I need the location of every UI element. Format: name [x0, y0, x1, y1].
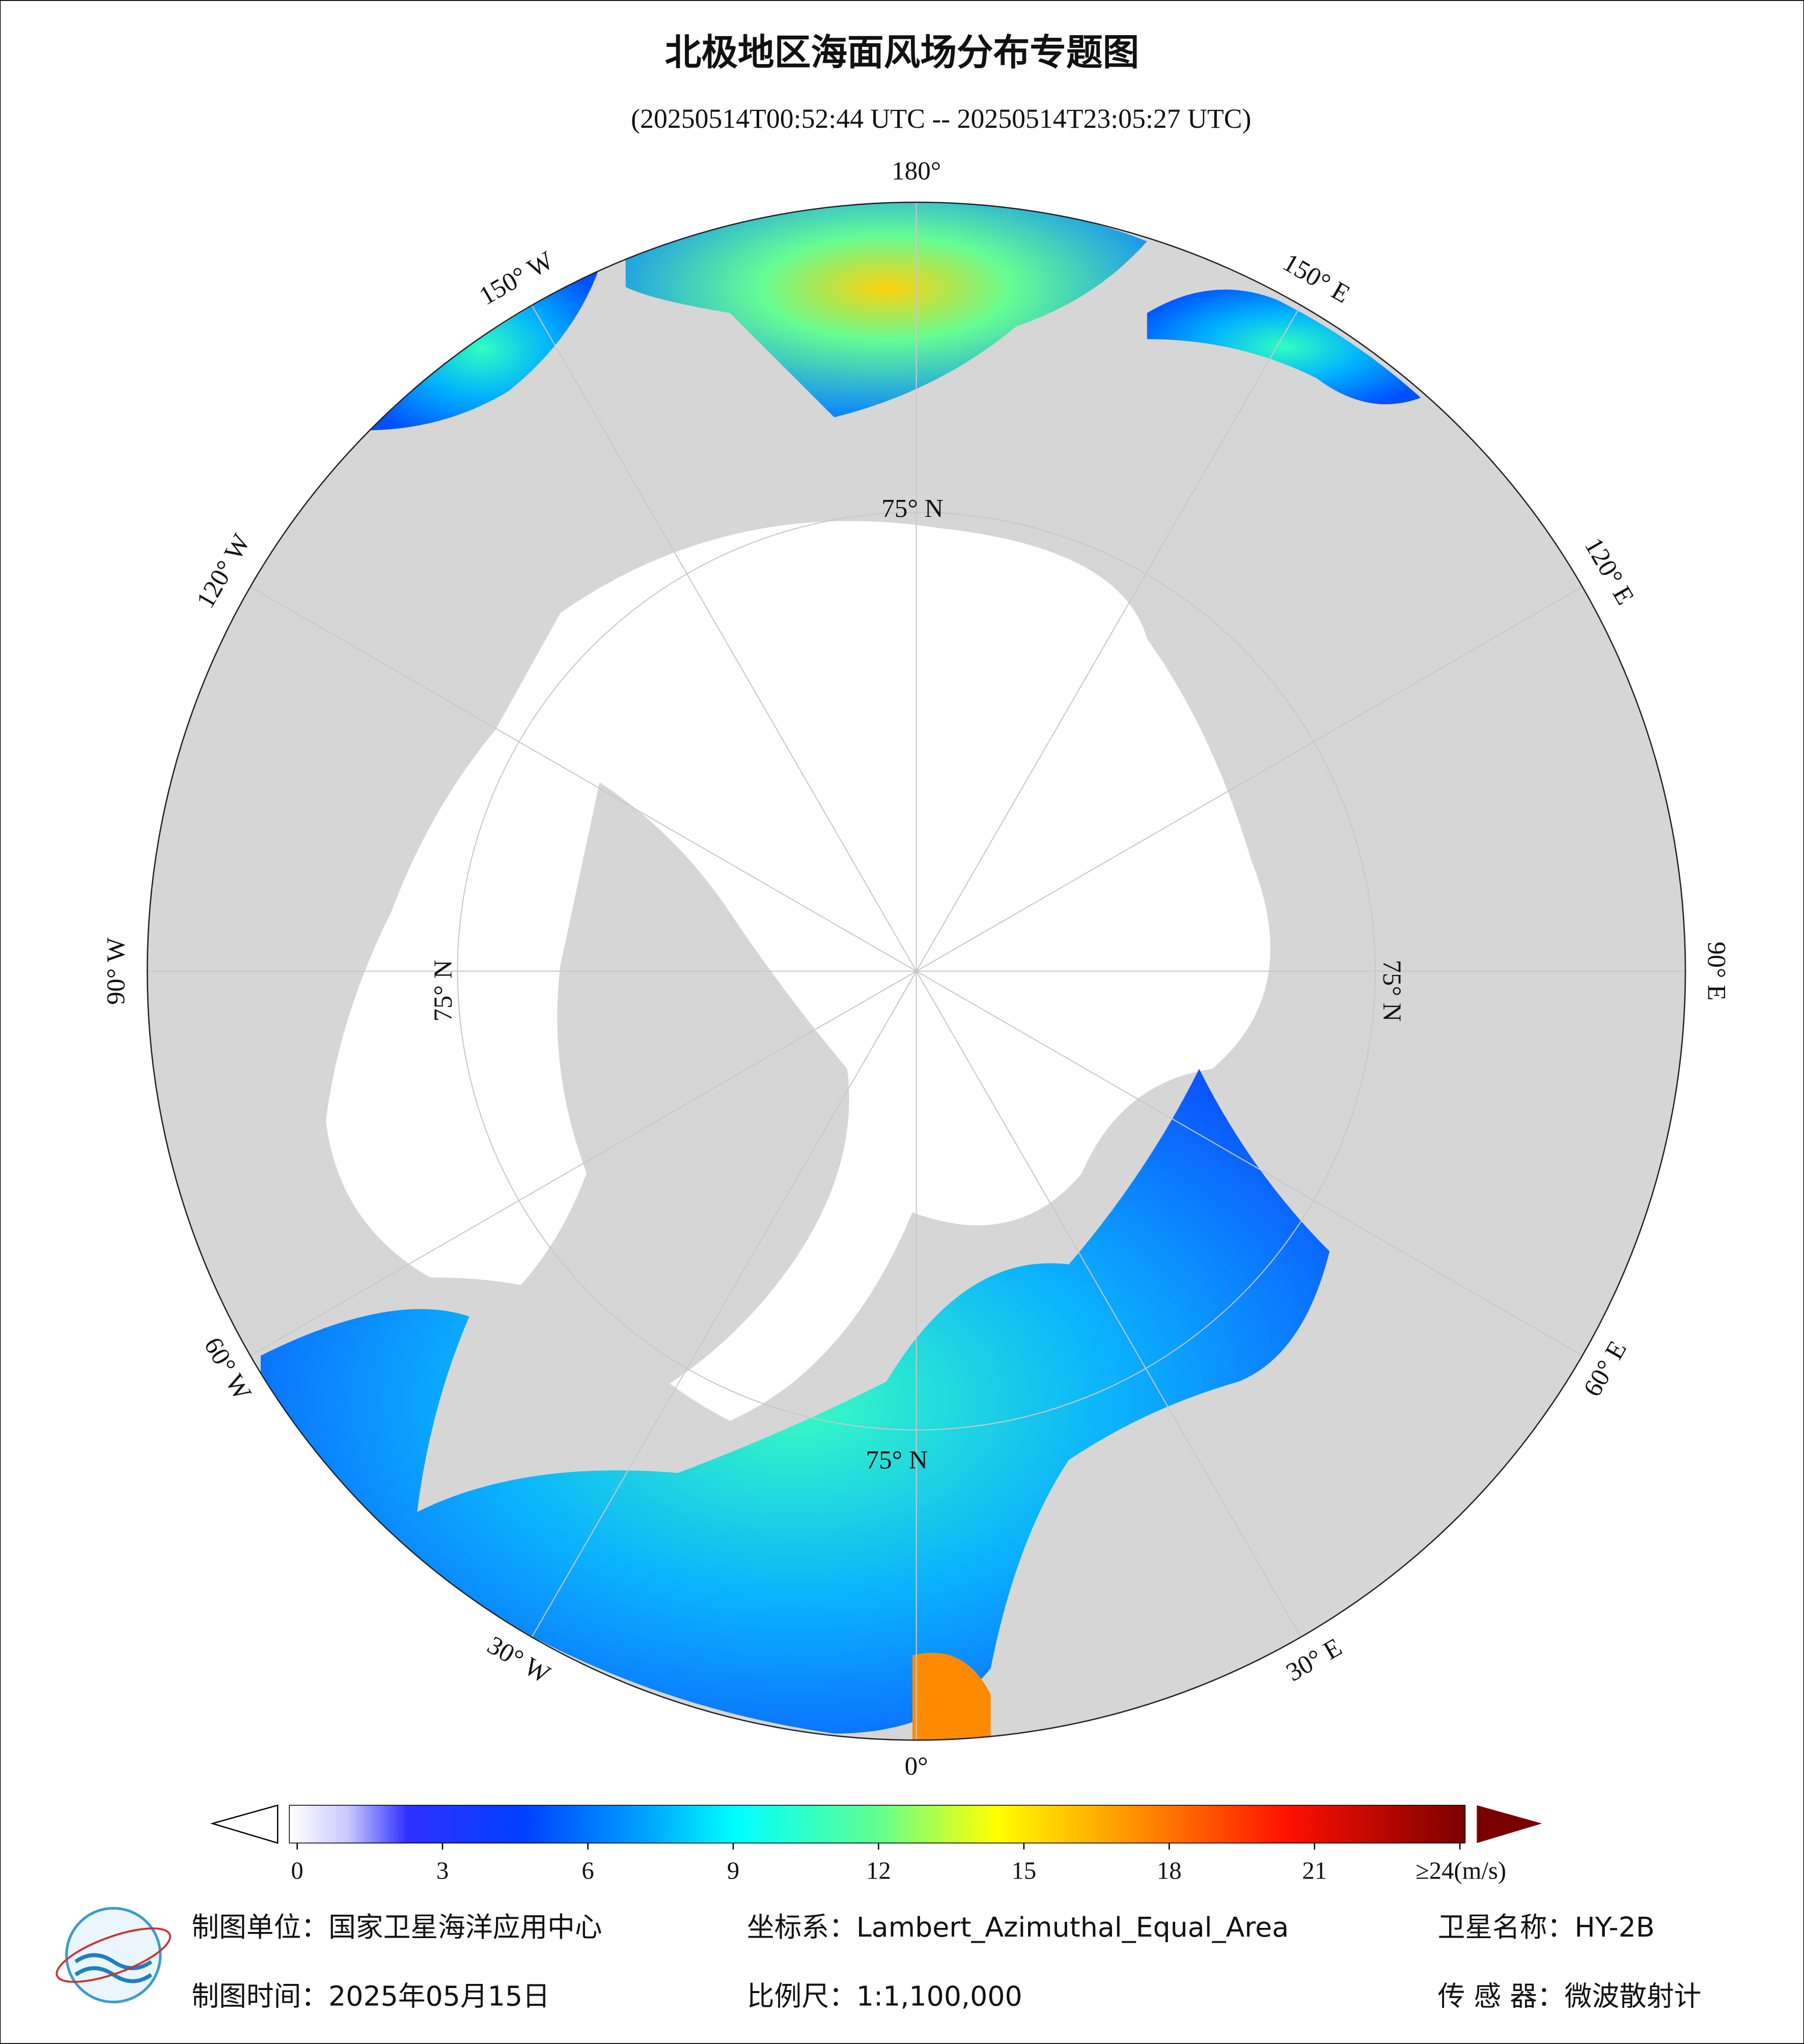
lat-label: 75° N	[866, 1446, 928, 1475]
wind-field-pacific	[625, 202, 1147, 417]
colorbar: 0 3 6 9 12 15 18 21 ≥24(m/s)	[210, 1804, 1542, 1884]
map-border	[146, 201, 1686, 1741]
meridian	[916, 970, 1583, 1356]
colorbar-tick-label: 15	[1012, 1857, 1037, 1884]
subtitle: (20250514T00:52:44 UTC -- 20250514T23:05…	[631, 103, 1251, 134]
footer-scale: 比例尺：1:1,100,000	[747, 1980, 1022, 2012]
lon-label: 90° E	[1702, 942, 1731, 1001]
greenland	[423, 782, 849, 1486]
colorbar-under	[210, 1804, 279, 1844]
colorbar-tick-label: 3	[436, 1857, 449, 1884]
colorbar-tick-label: 6	[581, 1857, 594, 1884]
meridian	[915, 971, 1301, 1638]
colorbar-over	[1477, 1805, 1542, 1843]
wind-field-high	[912, 1653, 991, 1741]
colorbar-tick-label: 9	[727, 1857, 739, 1884]
meridian	[531, 971, 917, 1638]
map	[147, 202, 1686, 1741]
wind-field-bering	[365, 267, 600, 431]
meridian	[531, 305, 917, 972]
colorbar-tick-label: ≥24(m/s)	[1416, 1857, 1506, 1884]
title: 北极地区海面风场分布专题图	[665, 31, 1140, 74]
lat-label: 75° N	[1377, 960, 1406, 1021]
lat-label: 75° N	[429, 960, 458, 1021]
meridian	[916, 586, 1583, 972]
wind-field-okhotsk	[1147, 289, 1421, 405]
lon-label: 180°	[892, 157, 941, 186]
footer-date: 制图时间：2025年05月15日	[191, 1980, 550, 2012]
footer-satellite: 卫星名称：HY-2B	[1438, 1911, 1655, 1943]
colorbar-tick-label: 21	[1302, 1857, 1327, 1884]
colorbar-tick-label: 18	[1157, 1857, 1182, 1884]
footer-unit: 制图单位：国家卫星海洋应用中心	[191, 1911, 602, 1943]
colorbar-tick-label: 0	[291, 1857, 303, 1884]
lon-label: 0°	[905, 1752, 928, 1781]
graticule	[147, 202, 1686, 1741]
footer-crs: 坐标系：Lambert_Azimuthal_Equal_Area	[747, 1911, 1289, 1943]
lon-label: 90° W	[102, 937, 131, 1005]
footer-sensor: 传 感 器：微波散射计	[1438, 1980, 1702, 2012]
wind-field-atlantic	[260, 1069, 1330, 1734]
meridian	[915, 305, 1301, 972]
colorbar-bar	[289, 1805, 1466, 1844]
meridian	[250, 970, 917, 1356]
colorbar-tick-label: 12	[866, 1857, 891, 1884]
meridian	[250, 586, 917, 972]
logo	[55, 1907, 171, 2004]
lat-label: 75° N	[881, 494, 943, 523]
